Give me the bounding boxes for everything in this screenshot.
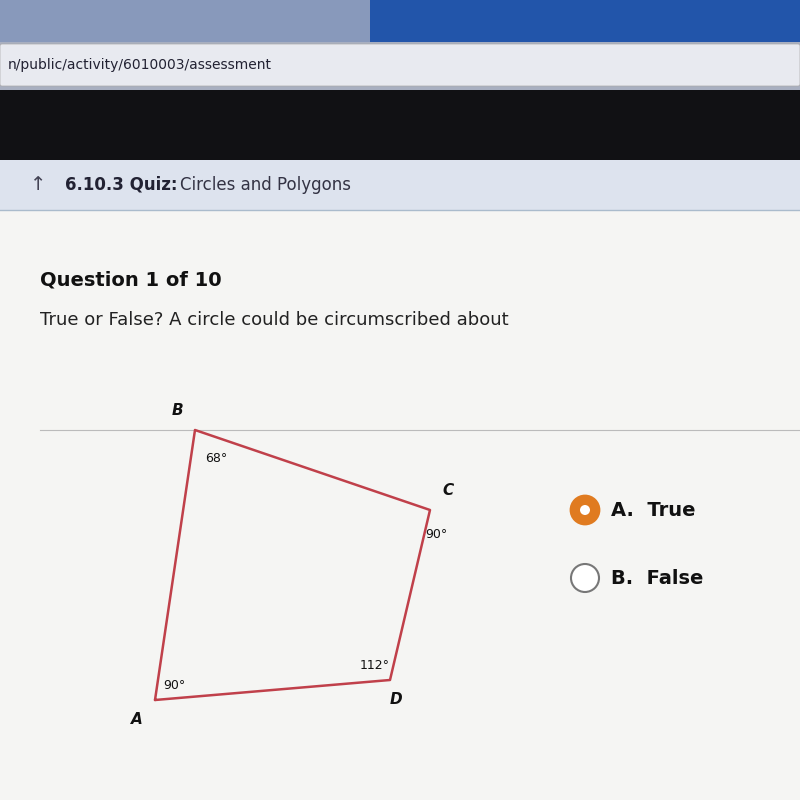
Text: A.  True: A. True [611,501,695,519]
Circle shape [571,564,599,592]
Text: 68°: 68° [205,452,227,465]
Circle shape [571,496,599,524]
Circle shape [580,505,590,515]
Text: ↑: ↑ [30,175,46,194]
Text: 90°: 90° [163,679,186,692]
Text: C: C [442,483,454,498]
FancyBboxPatch shape [0,0,800,42]
Text: n/public/activity/6010003/assessment: n/public/activity/6010003/assessment [8,58,272,72]
Text: Question 1 of 10: Question 1 of 10 [40,270,222,290]
FancyBboxPatch shape [0,44,800,86]
FancyBboxPatch shape [0,160,800,210]
FancyBboxPatch shape [370,0,800,42]
FancyBboxPatch shape [0,90,800,160]
Text: 6.10.3 Quiz:: 6.10.3 Quiz: [65,176,178,194]
FancyBboxPatch shape [0,210,800,800]
Text: B.  False: B. False [611,569,703,587]
Text: True or False? A circle could be circumscribed about: True or False? A circle could be circums… [40,311,509,329]
Text: A: A [131,712,143,727]
FancyBboxPatch shape [0,42,800,90]
Text: D: D [390,692,402,707]
Text: 112°: 112° [360,659,390,672]
Text: Circles and Polygons: Circles and Polygons [180,176,351,194]
Text: 90°: 90° [425,528,447,541]
Text: B: B [171,403,183,418]
